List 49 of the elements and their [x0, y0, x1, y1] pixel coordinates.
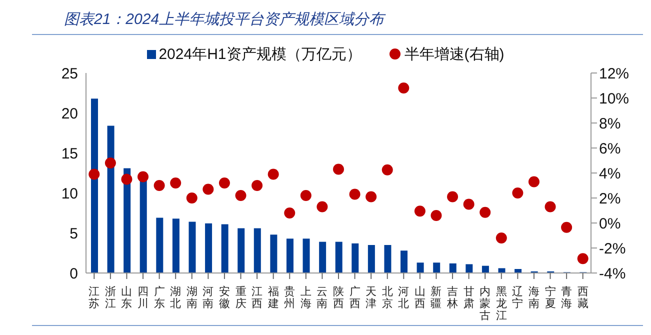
- x-tick-label: 安徽: [218, 285, 230, 310]
- x-tick-label: 甘肃: [463, 285, 474, 310]
- x-tick-label: 江苏: [88, 286, 100, 310]
- y-tick-label: 15: [61, 145, 78, 162]
- x-tick-label: 山东: [121, 285, 132, 310]
- y-tick-label: 20: [61, 105, 78, 122]
- y2-tick-label: 12%: [599, 65, 630, 82]
- x-tick-label: 西藏: [577, 286, 588, 310]
- x-tick-label: 青海: [561, 285, 572, 310]
- y-tick-label: 0: [70, 265, 78, 282]
- x-tick-label: 广东: [154, 285, 165, 310]
- legend-label: 半年增速(右轴): [403, 44, 504, 64]
- y-tick-label: 10: [61, 185, 78, 202]
- x-tick-label: 宁夏: [544, 285, 556, 310]
- x-tick-label: 贵州: [284, 285, 296, 310]
- x-tick-label: 新疆: [430, 285, 442, 310]
- x-tick-label: 北京: [382, 285, 393, 310]
- x-tick-label: 湖南: [186, 286, 198, 310]
- y2-tick-label: 4%: [599, 165, 621, 182]
- y-tick-label: 25: [61, 65, 78, 82]
- y2-tick-label: -2%: [599, 240, 626, 258]
- y2-tick-label: 2%: [599, 190, 621, 208]
- y2-tick-label: 10%: [599, 90, 630, 108]
- chart-title: 图表21：2024上半年城投平台资产规模区域分布: [32, 8, 643, 35]
- y2-tick-label: 8%: [599, 115, 621, 132]
- x-tick-label: 浙江: [104, 285, 116, 310]
- legend-label: 2024年H1资产规模（万亿元）: [158, 44, 362, 64]
- x-tick-label: 天津: [366, 286, 377, 310]
- x-tick-label: 广西: [349, 285, 360, 310]
- y2-tick-label: 6%: [599, 140, 621, 158]
- x-tick-label: 黑龙江: [496, 286, 507, 322]
- x-tick-label: 上海: [300, 285, 312, 310]
- x-tick-label: 重庆: [235, 285, 246, 310]
- x-tick-label: 四川: [138, 286, 149, 310]
- y2-tick-label: 0%: [599, 215, 621, 232]
- x-tick-label: 福建: [266, 285, 279, 310]
- y-tick-label: 5: [70, 225, 78, 242]
- x-tick-label: 吉林: [446, 285, 458, 310]
- y2-tick-label: -4%: [599, 265, 626, 282]
- x-tick-label: 海南: [528, 286, 540, 310]
- x-tick-label: 江西: [252, 286, 263, 310]
- x-tick-label: 河北: [398, 286, 410, 310]
- x-tick-label: 湖北: [170, 286, 182, 310]
- x-tick-label: 辽宁: [512, 286, 524, 310]
- x-tick-label: 陕西: [333, 286, 344, 310]
- x-tick-label: 山西: [414, 285, 426, 310]
- x-tick-label: 河南: [202, 286, 214, 310]
- x-tick-label: 云南: [316, 286, 328, 310]
- x-tick-label: 内蒙古: [480, 285, 491, 322]
